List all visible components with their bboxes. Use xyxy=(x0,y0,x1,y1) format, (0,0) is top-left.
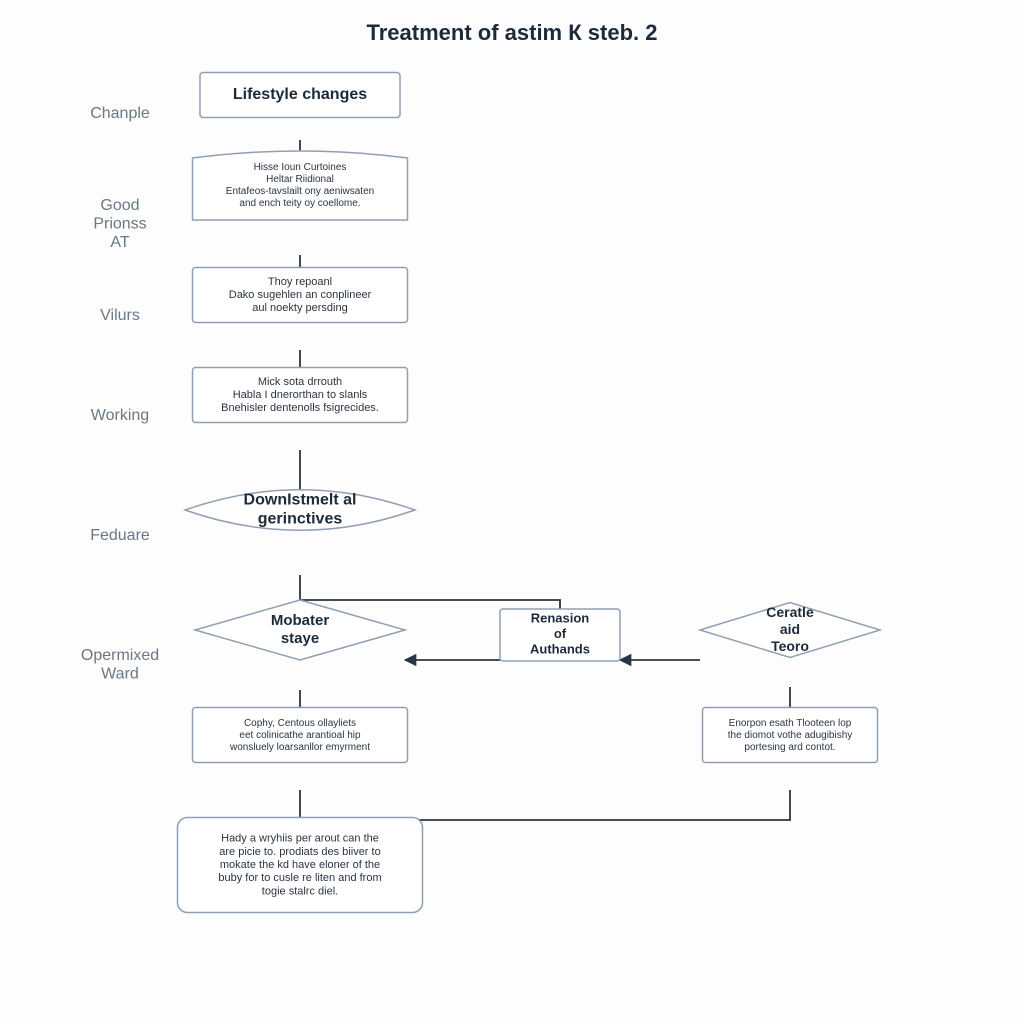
node-n6: Mobaterstaye xyxy=(195,600,405,660)
row-label: Feduare xyxy=(90,527,150,544)
node-text: Enorpon esath Tlooteen lopthe diomot vot… xyxy=(728,718,853,753)
node-n10: Enorpon esath Tlooteen lopthe diomot vot… xyxy=(703,708,878,763)
node-n4: Mick sota drrouthHabla I dnerorthan to s… xyxy=(193,368,408,423)
node-n1: Lifestyle changes xyxy=(200,73,400,118)
node-n9: Cophy, Centous ollaylietseet colinicathe… xyxy=(193,708,408,763)
node-n5: DownIstmelt algerinctives xyxy=(185,490,415,531)
node-n7: RenasionofAuthands xyxy=(500,609,620,661)
node-text: Lifestyle changes xyxy=(233,86,367,103)
row-label: OpermixedWard xyxy=(81,647,159,682)
row-label: Working xyxy=(91,407,149,424)
row-label: Vilurs xyxy=(100,307,140,324)
chart-title: Treatment of astim К steb. 2 xyxy=(367,20,658,45)
node-n8: CeratleaidTeoro xyxy=(700,603,880,658)
row-label: GoodPrionssAT xyxy=(93,197,146,251)
node-n3: Thoy repoanlDako sugehlen an conplineera… xyxy=(193,268,408,323)
nodes-layer: Lifestyle changes Hisse Ioun CurtoinesHel… xyxy=(178,73,881,913)
node-n11: Hady a wryhiis per arout can theare pici… xyxy=(178,818,423,913)
edge xyxy=(300,790,790,820)
node-text: Cophy, Centous ollaylietseet colinicathe… xyxy=(229,718,370,753)
node-n2: Hisse Ioun CurtoinesHeltar RiidionalEnta… xyxy=(193,151,408,220)
row-label: Chanple xyxy=(90,105,150,122)
